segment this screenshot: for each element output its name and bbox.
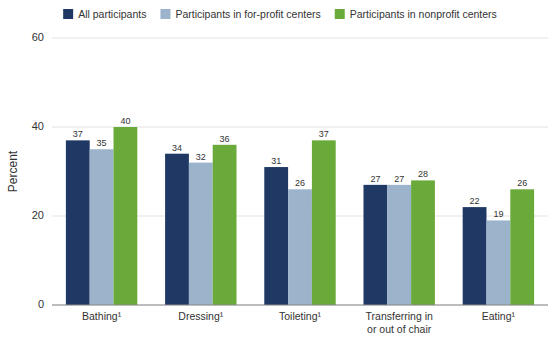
- bar: [114, 127, 138, 305]
- legend: All participants Participants in for-prof…: [63, 8, 497, 20]
- y-tick-label: 60: [32, 31, 44, 43]
- bar: [363, 185, 387, 305]
- data-label: 40: [120, 116, 130, 126]
- x-tick-label: Transferring inor out of chair: [366, 310, 433, 335]
- data-label: 36: [220, 134, 230, 144]
- x-axis: Bathing¹ Dressing¹ Toileting¹ Transferring …: [82, 310, 515, 335]
- bar: [463, 207, 487, 305]
- x-tick-label: Eating¹: [482, 310, 516, 322]
- data-label: 22: [470, 196, 480, 206]
- x-tick-label-line: Toileting¹: [279, 310, 322, 322]
- legend-swatch: [335, 9, 345, 19]
- x-tick-label: Bathing¹: [82, 310, 122, 322]
- x-tick-label-line: or out of chair: [367, 323, 432, 335]
- x-tick-label: Toileting¹: [279, 310, 322, 322]
- bars: [66, 127, 534, 305]
- legend-swatch: [63, 9, 73, 19]
- bar: [66, 140, 90, 305]
- bar: [387, 185, 411, 305]
- bar: [411, 180, 435, 305]
- x-tick-label-line: Bathing¹: [82, 310, 122, 322]
- legend-item: All participants: [63, 8, 146, 20]
- chart: 0204060Percent37343127223532262719403637…: [0, 0, 560, 351]
- x-tick-label-line: Eating¹: [482, 310, 516, 322]
- legend-item: Participants in for-profit centers: [160, 8, 320, 20]
- data-label: 37: [319, 129, 329, 139]
- bar: [165, 154, 189, 305]
- y-axis: 0 20 40 60: [32, 31, 548, 310]
- bar: [189, 163, 213, 305]
- bar: [90, 149, 114, 305]
- data-label: 26: [295, 178, 305, 188]
- data-label: 32: [196, 152, 206, 162]
- data-label: 27: [370, 174, 380, 184]
- data-label: 27: [394, 174, 404, 184]
- x-tick-label: Dressing¹: [178, 310, 223, 322]
- legend-swatch: [160, 9, 170, 19]
- grid-line: [52, 305, 548, 306]
- data-label: 31: [271, 156, 281, 166]
- legend-label: All participants: [78, 8, 146, 20]
- legend-label: Participants in for-profit centers: [175, 8, 320, 20]
- legend-item: Participants in nonprofit centers: [335, 8, 497, 20]
- x-tick-label-line: Transferring in: [366, 310, 433, 322]
- bar: [213, 145, 237, 305]
- bar: [264, 167, 288, 305]
- bar: [312, 140, 336, 305]
- y-axis-label: Percent: [6, 150, 20, 192]
- bar: [288, 189, 312, 305]
- data-label: 26: [517, 178, 527, 188]
- x-axis-line: [52, 305, 548, 306]
- y-tick-label: 20: [32, 209, 44, 221]
- data-label: 35: [97, 138, 107, 148]
- data-label: 28: [418, 169, 428, 179]
- data-label: 19: [493, 209, 503, 219]
- data-label: 34: [172, 143, 182, 153]
- legend-label: Participants in nonprofit centers: [350, 8, 497, 20]
- y-tick-label: 0: [38, 298, 44, 310]
- bar: [510, 189, 534, 305]
- data-labels: 37 34 31 27 22 35 32 26 27 19 40 36 37 28 26: [73, 116, 527, 219]
- x-tick-label-line: Dressing¹: [178, 310, 223, 322]
- bar: [486, 220, 510, 305]
- grid-line: [52, 38, 548, 39]
- data-label: 37: [73, 129, 83, 139]
- y-tick-label: 40: [32, 120, 44, 132]
